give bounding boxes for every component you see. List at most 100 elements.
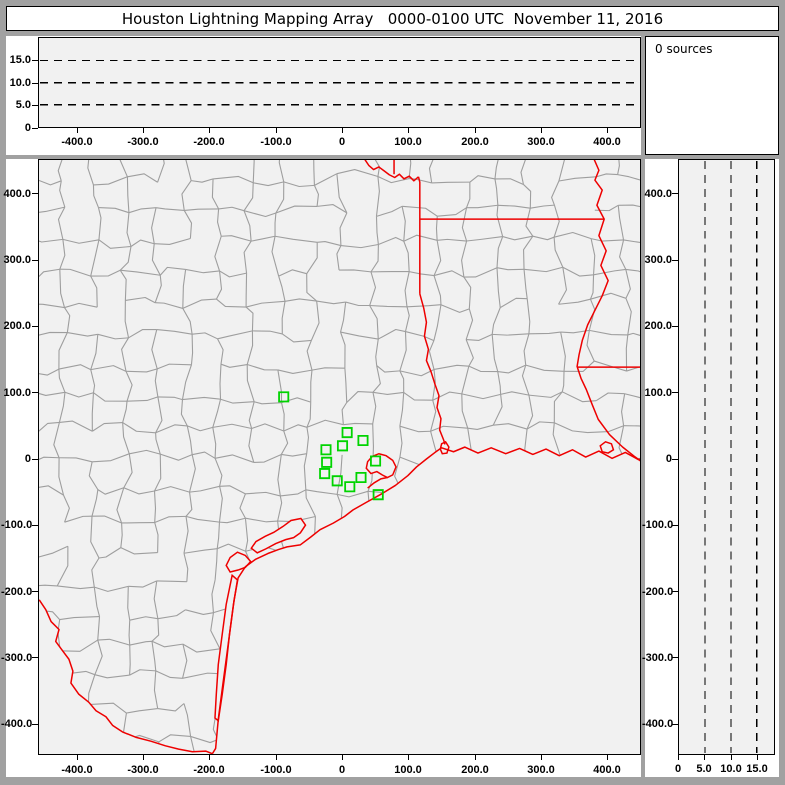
source-count-label: 0 sources — [655, 42, 713, 56]
tick-label: 200.0 — [644, 320, 672, 333]
tick-mark — [77, 128, 78, 133]
tick-mark — [757, 755, 758, 760]
tick-label: 300.0 — [3, 254, 31, 267]
sabine_river — [420, 294, 445, 445]
tick-label: -300.0 — [1, 651, 33, 664]
tick-mark — [276, 128, 277, 133]
tick-mark — [731, 755, 732, 760]
tick-mark — [143, 755, 144, 760]
tick-label: 400.0 — [593, 136, 621, 148]
tick-mark — [276, 755, 277, 760]
tick-label: 0 — [24, 453, 31, 465]
map-svg — [39, 160, 640, 754]
tick-label: -400.0 — [1, 718, 33, 731]
lma-station-marker — [345, 482, 354, 491]
tick-mark — [672, 392, 678, 393]
tick-mark — [32, 82, 38, 84]
tick-label: -400.0 — [61, 136, 93, 148]
tick-mark — [32, 459, 38, 460]
ew-altitude-plot-area — [38, 37, 641, 128]
tick-label: 5.0 — [696, 763, 712, 775]
red_river_tx_ok — [365, 160, 419, 181]
tick-label: 100.0 — [644, 386, 672, 399]
lma-station-marker — [374, 490, 383, 499]
lma-stations — [279, 392, 383, 499]
lma-station-marker — [356, 473, 365, 482]
tick-label: 400.0 — [3, 187, 31, 200]
tick-label: -200.0 — [193, 764, 225, 776]
tick-mark — [32, 591, 38, 592]
tick-mark — [32, 105, 38, 107]
map-panel: 400.0 300.0 200.0 100.0 0 -100.0 -200.0 -300.0 -… — [1, 159, 641, 777]
tick-label: 10.0 — [720, 763, 742, 775]
tick-mark — [32, 260, 38, 261]
tick-mark — [541, 755, 542, 760]
tick-label: 0 — [665, 453, 672, 465]
page-title: Houston Lightning Mapping Array 0000-010… — [121, 9, 664, 28]
tick-label: 15.0 — [9, 54, 31, 67]
tick-label: -300.0 — [127, 136, 159, 148]
tick-label: -200.0 — [193, 136, 225, 148]
tick-label: -200.0 — [642, 585, 674, 598]
tick-label: 0 — [674, 763, 682, 775]
tick-label: -100.0 — [260, 136, 292, 148]
lma-station-marker — [333, 476, 342, 485]
tx_ar_la_border — [418, 177, 419, 294]
sabine_lake — [440, 442, 449, 454]
tick-mark — [342, 128, 343, 133]
rio_grande — [39, 600, 212, 754]
tick-mark — [77, 755, 78, 760]
tick-mark — [408, 128, 409, 133]
tick-mark — [143, 128, 144, 133]
tick-label: 200.0 — [461, 136, 489, 148]
tick-mark — [672, 260, 678, 261]
tick-mark — [32, 128, 38, 129]
tick-mark — [607, 755, 608, 760]
tick-mark — [32, 392, 38, 393]
map-plot-area — [38, 159, 641, 755]
tick-label: 100.0 — [3, 386, 31, 399]
tick-label: 100.0 — [394, 764, 422, 776]
west_bay_shore — [368, 478, 388, 489]
tick-mark — [672, 326, 678, 327]
lma-station-marker — [343, 428, 352, 437]
ew-altitude-panel: 15.0 10.0 5.0 0 -400.0 -300.0 -200.0 -100.0 0 100… — [6, 36, 641, 155]
tick-mark — [32, 326, 38, 327]
tick-mark — [475, 755, 476, 760]
state-borders-and-coast — [39, 160, 640, 754]
matagorda_bays — [251, 518, 305, 552]
ew-altitude-gridlines — [39, 59, 640, 106]
tick-mark — [672, 193, 678, 194]
tick-label: -100.0 — [642, 519, 674, 532]
tick-mark — [32, 193, 38, 194]
tick-label: 300.0 — [527, 764, 555, 776]
tick-mark — [408, 755, 409, 760]
title-bar: Houston Lightning Mapping Array 0000-010… — [6, 6, 779, 31]
tick-mark — [209, 755, 210, 760]
tick-mark — [672, 591, 678, 592]
lma-station-marker — [321, 445, 330, 454]
tick-label: -100.0 — [260, 764, 292, 776]
tick-label: 0 — [338, 764, 346, 776]
tick-mark — [672, 459, 678, 460]
lma-station-marker — [320, 469, 329, 478]
tick-mark — [672, 525, 678, 526]
lma-station-marker — [371, 456, 380, 465]
ns-altitude-plot-area — [678, 159, 775, 755]
tick-label: 10.0 — [9, 76, 31, 89]
tick-mark — [342, 755, 343, 760]
ns-altitude-gridlines — [704, 160, 758, 754]
tick-mark — [475, 128, 476, 133]
tick-label: 200.0 — [3, 320, 31, 333]
tick-label: 0 — [338, 136, 346, 148]
tick-label: -100.0 — [1, 519, 33, 532]
tick-label: -300.0 — [642, 651, 674, 664]
gulf_coastline — [212, 447, 640, 754]
lma-station-marker — [322, 458, 331, 467]
tick-mark — [32, 724, 38, 725]
tick-label: -400.0 — [642, 718, 674, 731]
lma-station-marker — [279, 392, 288, 401]
mississippi_river — [577, 160, 640, 463]
tick-label: 100.0 — [394, 136, 422, 148]
